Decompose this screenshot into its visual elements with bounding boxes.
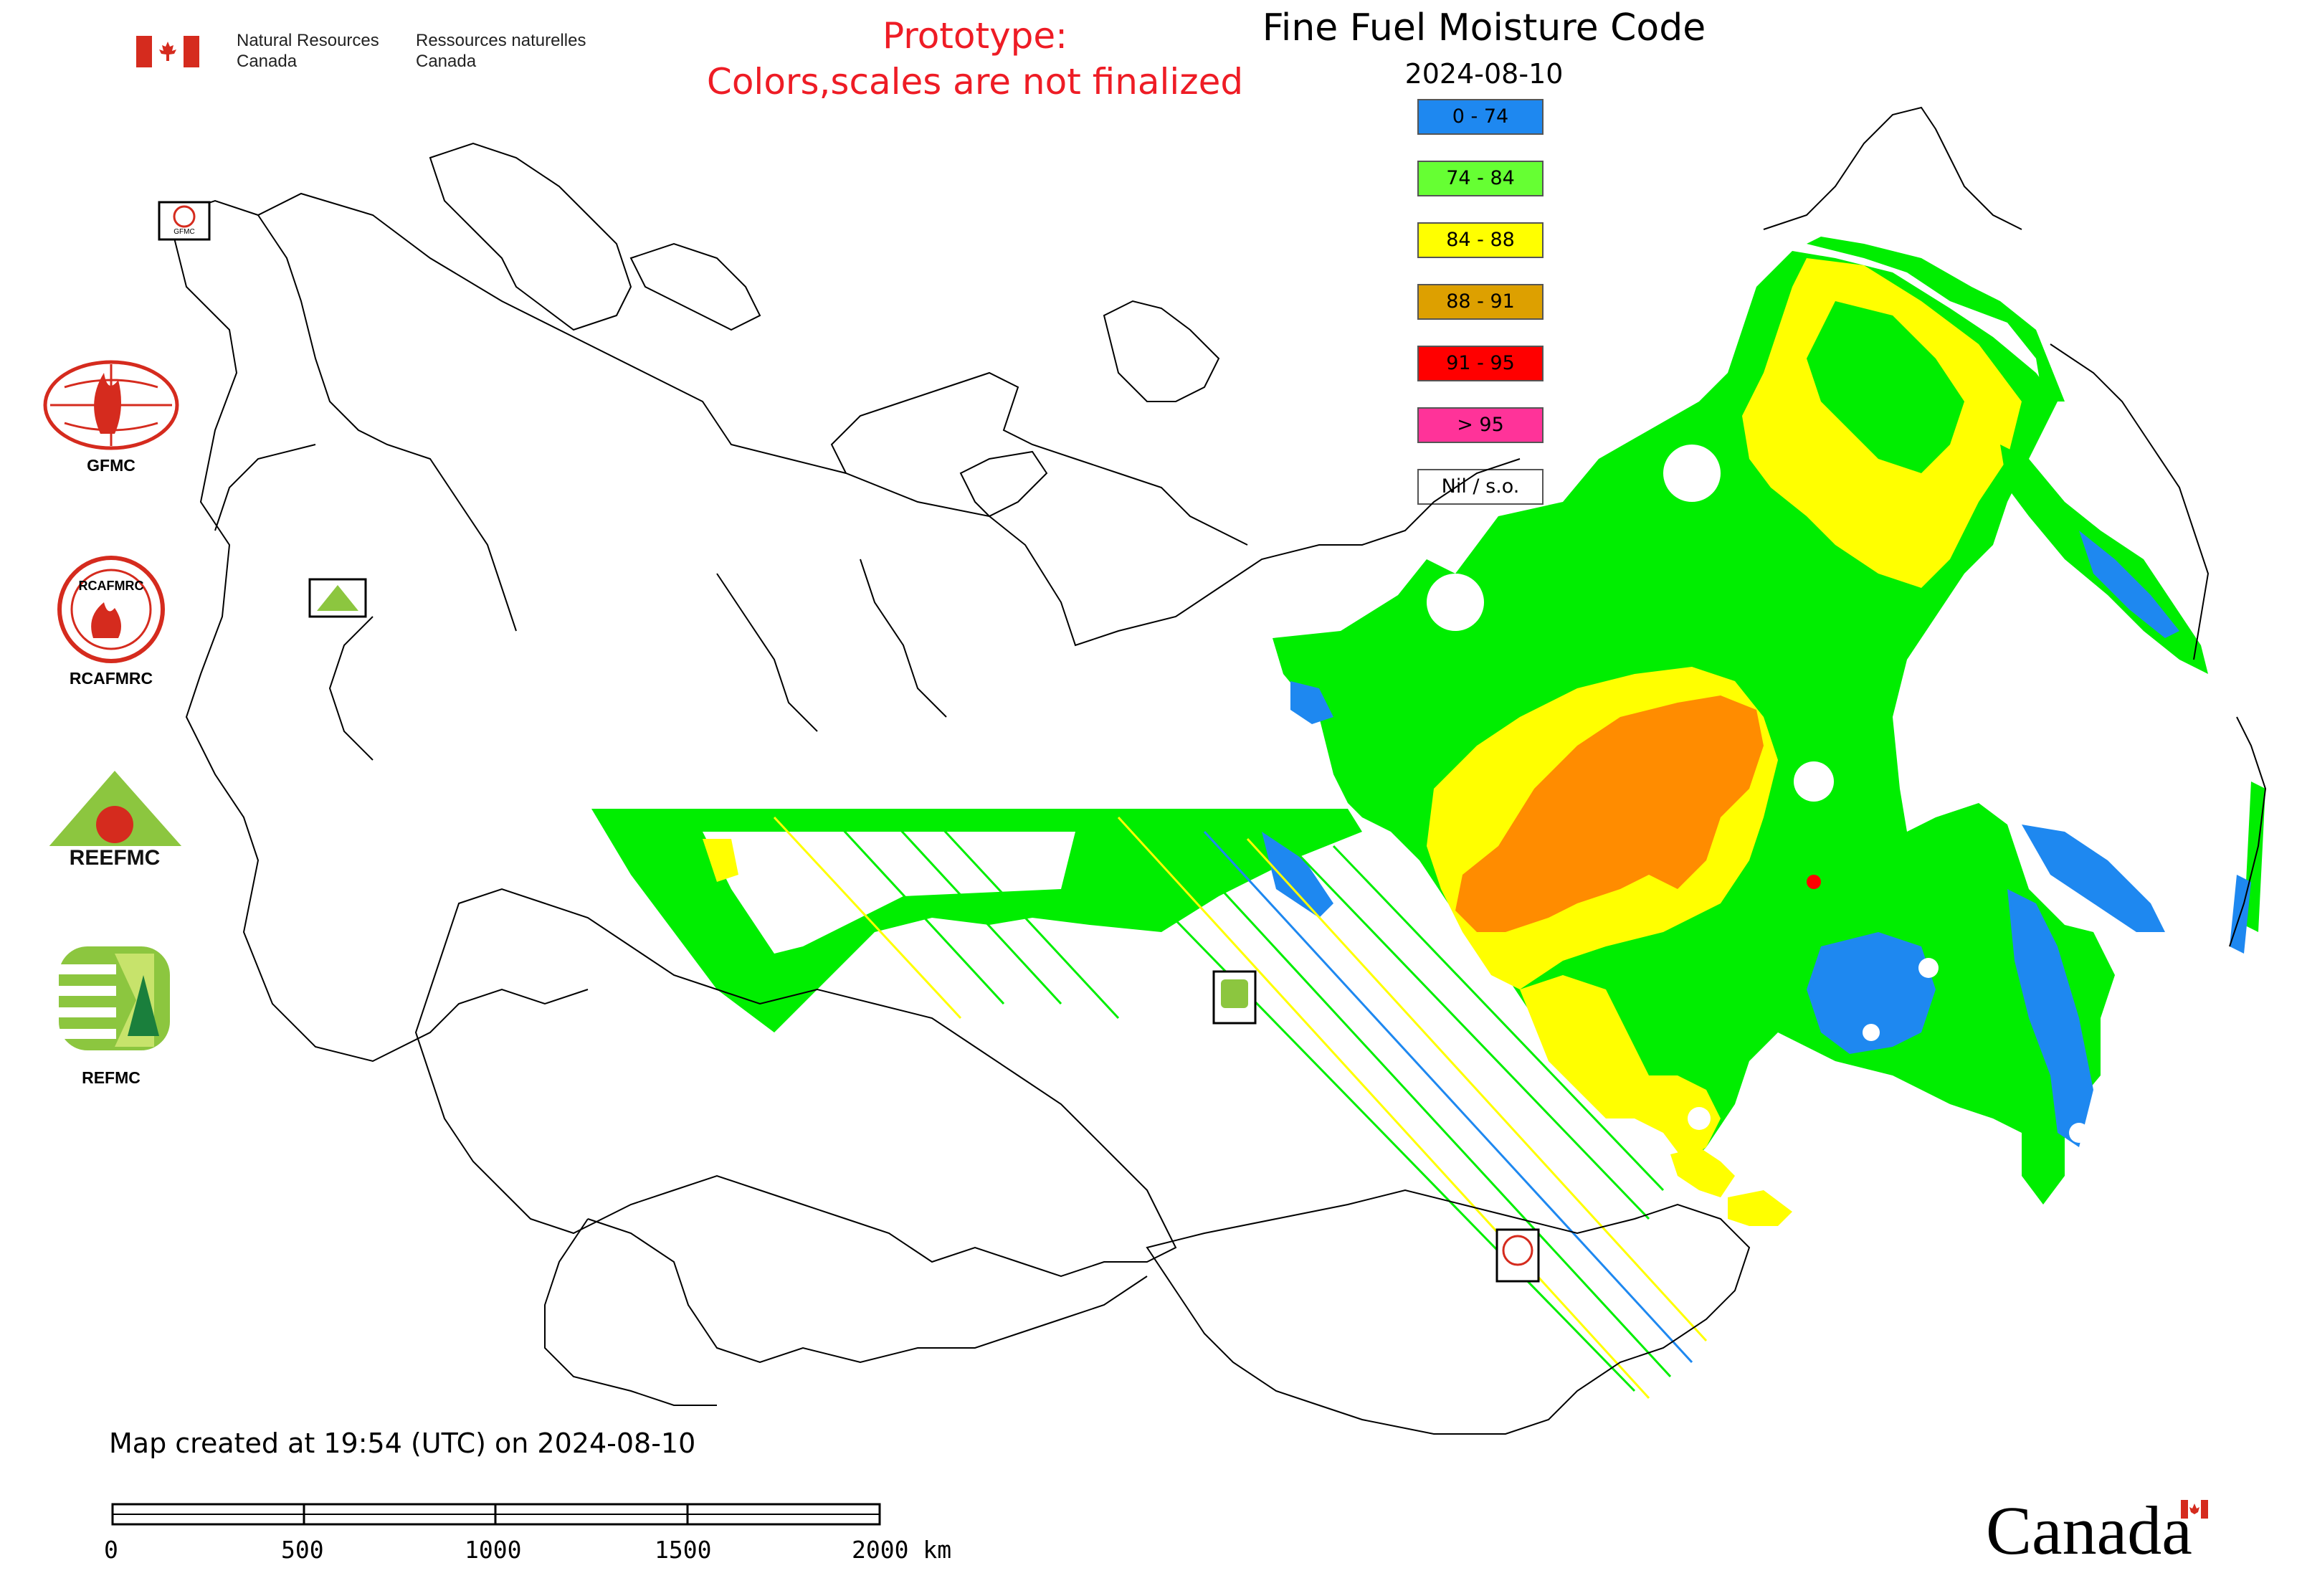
map-markers [158, 201, 1540, 1283]
map-date: 2024-08-10 [1404, 58, 1564, 90]
gfmc-logo-icon [43, 360, 179, 450]
map-created-text: Map created at 19:54 (UTC) on 2024-08-10 [109, 1428, 696, 1459]
region-blue-southeast [1807, 932, 1936, 1054]
streak-lines [773, 816, 1708, 1400]
wordmark-flag-icon [2181, 1500, 2208, 1519]
svg-text:RCAFMRC: RCAFMRC [79, 579, 144, 593]
rcafmrc-logo-icon: RCAFMRC [57, 556, 165, 663]
legend-item-88-91: 88 - 91 [1417, 284, 1544, 320]
gov-name-en-1: Natural Resources [237, 31, 379, 50]
country-outline-central-asia [544, 1218, 1148, 1406]
country-outline-russia-west [171, 192, 1521, 647]
gov-name-fr-2: Canada [416, 52, 477, 71]
region-blue-west [1290, 681, 1333, 724]
region-orange-central [1455, 695, 1764, 932]
nil-hole-1 [1663, 445, 1721, 502]
streak-line [1203, 830, 1693, 1364]
scale-label-1500: 1500 [655, 1536, 712, 1564]
scale-label-2000: 2000 km [852, 1536, 952, 1564]
region-yellow-manchuria [1670, 1147, 1735, 1197]
streak-line [1117, 816, 1650, 1400]
nil-hole-4 [1688, 1107, 1711, 1130]
coastline-kamchatka-outline [2050, 343, 2210, 660]
scale-label-1000: 1000 [465, 1536, 522, 1564]
coastline-kola [629, 242, 761, 331]
canada-flag-icon [136, 36, 152, 67]
nil-hole-2 [1427, 574, 1484, 631]
coastline-arctic [830, 371, 1248, 546]
coastline-scandinavia [429, 142, 632, 331]
streak-line [830, 816, 1005, 1005]
refmc-logo-icon [59, 946, 170, 1050]
map-title: Fine Fuel Moisture Code [1262, 6, 1706, 49]
prototype-line-1: Prototype: [882, 15, 1068, 57]
streak-line [1246, 837, 1708, 1342]
logo-label-rcafmrc: RCAFMRC [69, 669, 153, 688]
legend-item-0-74: 0 - 74 [1417, 99, 1544, 135]
gfmc-marker-label: GFMC [173, 228, 195, 236]
nil-hole-3 [1794, 761, 1834, 802]
coastline-taymyr [1103, 300, 1220, 402]
reefmc-logo-icon: REEFMC [39, 771, 190, 870]
country-outline-mongolia [1146, 1189, 1751, 1435]
streak-line [888, 816, 1062, 1005]
region-yellow-southeast [1728, 1190, 1792, 1226]
gov-name-fr-1: Ressources naturelles [416, 31, 586, 50]
streak-line [1332, 845, 1665, 1192]
red-dot [1807, 875, 1821, 889]
streak-line [1074, 816, 1636, 1392]
canada-wordmark: Canada [1986, 1492, 2192, 1569]
region-blue-streak [1262, 832, 1333, 918]
coastline-novaya-zemlya [959, 450, 1048, 518]
streak-line [1289, 845, 1650, 1220]
nil-hole-5 [1918, 958, 1939, 978]
region-outline-internal-2 [214, 444, 374, 761]
legend-item-nil: Nil / s.o. [1417, 469, 1544, 505]
government-signature: Natural Resources Canada Ressources natu… [136, 30, 609, 73]
streak-line [1160, 823, 1672, 1378]
coastline-japan-outline [2229, 716, 2267, 947]
country-outline-kazakhstan [414, 888, 1177, 1278]
country-outline-europe [171, 229, 589, 1063]
ffmc-raster [591, 237, 2265, 1400]
streak-gap-1 [703, 832, 1075, 954]
region-blue-sakhalin [2007, 889, 2093, 1147]
logo-label-gfmc: GFMC [87, 456, 135, 475]
gov-name-en-2: Canada [237, 52, 298, 71]
region-green-northeast [1807, 237, 2065, 402]
svg-text:REEFMC: REEFMC [70, 846, 161, 870]
region-blue-okhotsk-coast [2022, 825, 2165, 932]
legend-item-84-88: 84 - 88 [1417, 222, 1544, 258]
legend-item-91-95: 91 - 95 [1417, 346, 1544, 381]
region-yellow-south [1520, 975, 1721, 1162]
streak-line [931, 816, 1120, 1020]
coastline-chukotka [1763, 106, 2022, 230]
region-outline-internal [257, 214, 517, 632]
nil-hole-6 [1863, 1024, 1880, 1041]
region-yellow-streak [703, 839, 738, 882]
boundary-outlines [171, 106, 2267, 1435]
scale-bar [111, 1503, 881, 1526]
scale-label-0: 0 [104, 1536, 118, 1564]
prototype-notice: Prototype: Colors,scales are not finaliz… [645, 13, 1305, 105]
prototype-line-2: Colors,scales are not finalized [706, 61, 1244, 103]
legend-item-74-84: 74 - 84 [1417, 161, 1544, 196]
scale-label-500: 500 [281, 1536, 324, 1564]
region-blue-kamchatka [2079, 531, 2179, 638]
gfmc-marker-icon [158, 201, 211, 241]
region-green-north-inner [1807, 301, 1964, 473]
maple-leaf-icon [159, 42, 176, 61]
region-outline-internal-3 [716, 559, 947, 732]
nil-hole-7 [2069, 1123, 2089, 1143]
legend-item-gt-95: > 95 [1417, 407, 1544, 443]
streak-line [773, 816, 962, 1020]
logo-label-refmc: REFMC [82, 1068, 141, 1087]
